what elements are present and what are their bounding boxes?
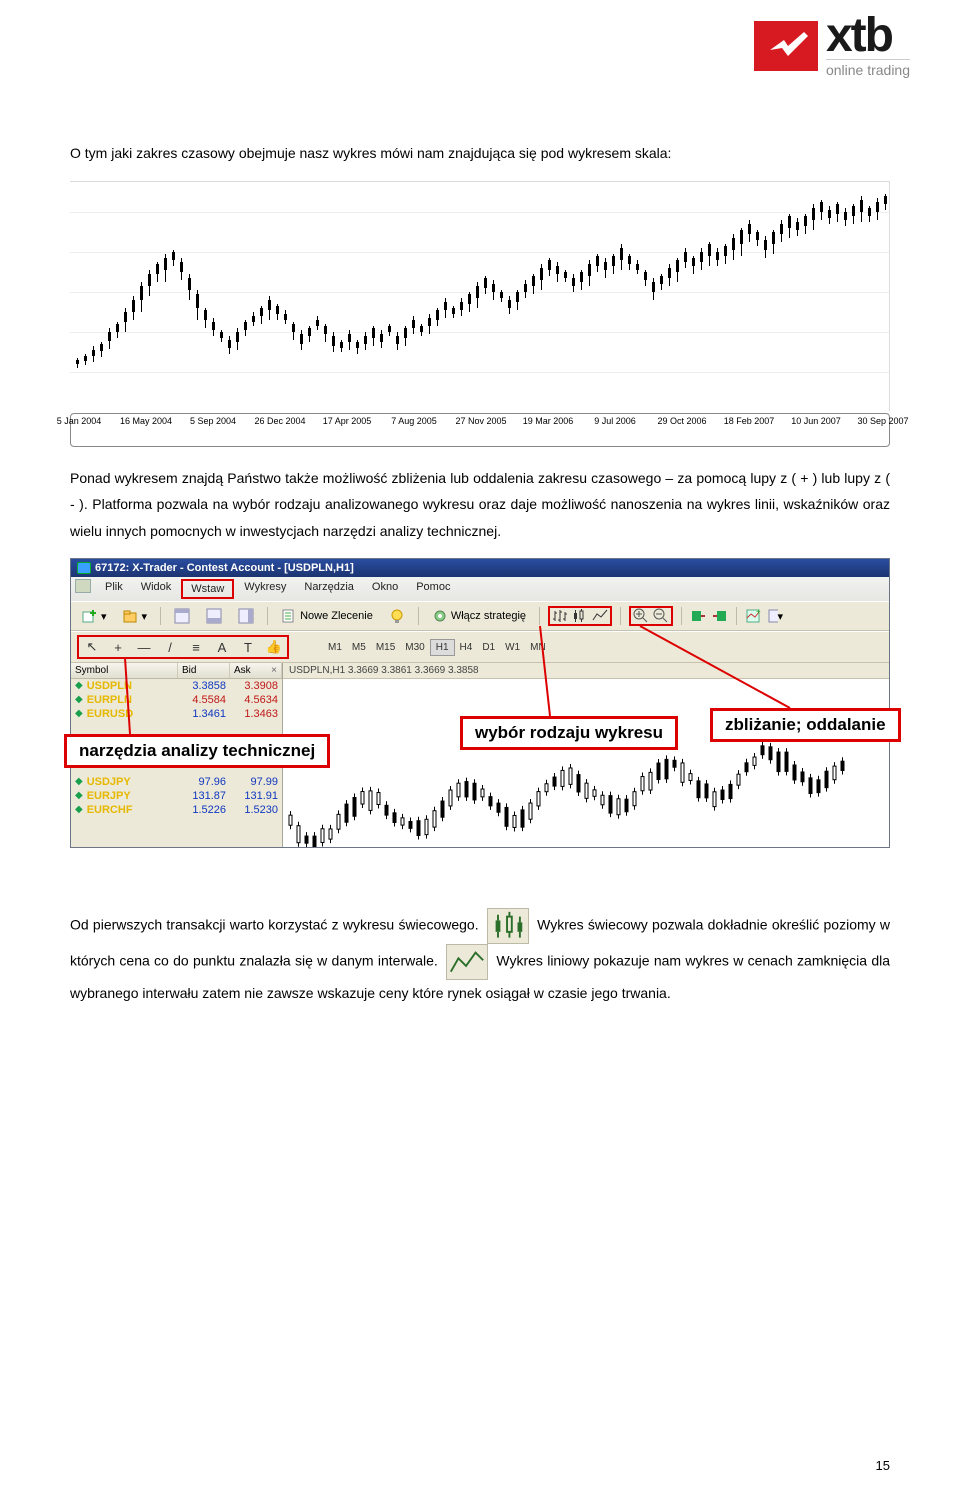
- profiles-button[interactable]: ▾: [118, 605, 153, 627]
- candlestick-icon: [487, 908, 529, 944]
- callout-chart-type: wybór rodzaju wykresu: [460, 716, 678, 750]
- watchlist-row[interactable]: ◆EURCHF1.52261.5230: [71, 803, 282, 817]
- templates-icon[interactable]: ▾: [767, 608, 783, 624]
- indicators-icon[interactable]: +: [745, 608, 761, 624]
- menu-icon: [75, 579, 91, 593]
- panel3-button[interactable]: [233, 605, 259, 627]
- timeframe-H1[interactable]: H1: [430, 639, 455, 656]
- menu-item-pomoc[interactable]: Pomoc: [408, 579, 458, 599]
- watchlist-row[interactable]: ◆EURPLN4.55844.5634: [71, 693, 282, 707]
- col-symbol: Symbol: [71, 663, 178, 678]
- watchlist-row[interactable]: ◆USDJPY97.9697.99: [71, 775, 282, 789]
- zoom-out-icon[interactable]: [653, 608, 669, 624]
- timeframe-M5[interactable]: M5: [347, 640, 371, 655]
- logo-mark: [754, 21, 818, 71]
- timeframe-bar[interactable]: M1M5M15M30H1H4D1W1MN: [323, 641, 551, 653]
- timeframe-W1[interactable]: W1: [500, 640, 525, 655]
- drawing-tool[interactable]: A: [211, 637, 233, 657]
- timeframe-M30[interactable]: M30: [400, 640, 429, 655]
- new-chart-button[interactable]: ▾: [77, 605, 112, 627]
- panel2-icon: [206, 608, 222, 624]
- folder-icon: [123, 608, 139, 624]
- panel1-button[interactable]: [169, 605, 195, 627]
- menubar[interactable]: PlikWidokWstawWykresyNarzędziaOknoPomoc: [71, 577, 889, 601]
- panel2-button[interactable]: [201, 605, 227, 627]
- drawing-tool[interactable]: +: [107, 637, 129, 657]
- new-order-label: Nowe Zlecenie: [300, 610, 373, 622]
- drawing-tool[interactable]: /: [159, 637, 181, 657]
- drawing-tool[interactable]: T: [237, 637, 259, 657]
- watchlist-row[interactable]: ◆EURJPY131.87131.91: [71, 789, 282, 803]
- menu-item-narzędzia[interactable]: Narzędzia: [296, 579, 362, 599]
- trading-app-window: 67172: X-Trader - Contest Account - [USD…: [70, 558, 890, 848]
- timeframe-D1[interactable]: D1: [477, 640, 500, 655]
- timeframe-H4[interactable]: H4: [455, 640, 478, 655]
- menu-item-okno[interactable]: Okno: [364, 579, 406, 599]
- drawing-tool[interactable]: ≡: [185, 637, 207, 657]
- candle-chart-icon[interactable]: [572, 608, 588, 624]
- menu-item-wstaw[interactable]: Wstaw: [181, 579, 234, 599]
- menu-item-wykresy[interactable]: Wykresy: [236, 579, 294, 599]
- timeframe-MN[interactable]: MN: [525, 640, 551, 655]
- drawing-tools-group[interactable]: ↖+—/≡AT👍: [77, 635, 289, 659]
- gear-icon: [432, 608, 448, 624]
- menu-item-plik[interactable]: Plik: [97, 579, 131, 599]
- drawing-tool[interactable]: 👍: [263, 637, 285, 657]
- menu-item-widok[interactable]: Widok: [133, 579, 180, 599]
- watchlist-row[interactable]: ◆USDPLN3.38583.3908: [71, 679, 282, 693]
- app-icon: [77, 562, 91, 574]
- logo-text: xtb: [826, 14, 910, 57]
- timeframe-M15[interactable]: M15: [371, 640, 400, 655]
- chart-panel: USDPLN,H1 3.3669 3.3861 3.3669 3.3858: [283, 663, 889, 847]
- line-chart-icon-inline: [446, 944, 488, 980]
- logo-subtitle: online trading: [826, 59, 910, 78]
- chart-type-group[interactable]: [548, 606, 612, 626]
- col-bid: Bid: [178, 663, 230, 678]
- window-title: 67172: X-Trader - Contest Account - [USD…: [95, 562, 354, 574]
- brand-logo: xtb online trading: [754, 14, 910, 78]
- page-number: 15: [876, 1458, 890, 1473]
- main-toolbar[interactable]: ▾ ▾ Nowe Zlecenie Włącz strategię: [71, 601, 889, 631]
- col-ask: Ask ×: [230, 663, 282, 678]
- strategy-label: Włącz strategię: [451, 610, 526, 622]
- shift-icon[interactable]: [712, 608, 728, 624]
- panel3-icon: [238, 608, 254, 624]
- window-titlebar: 67172: X-Trader - Contest Account - [USD…: [71, 559, 889, 577]
- drawing-tool[interactable]: —: [133, 637, 155, 657]
- zoom-in-icon[interactable]: [633, 608, 649, 624]
- callout-tools: narzędzia analizy technicznej: [64, 734, 330, 768]
- drawing-toolbar[interactable]: ↖+—/≡AT👍 M1M5M15M30H1H4D1W1MN: [71, 631, 889, 663]
- new-order-button[interactable]: Nowe Zlecenie: [276, 605, 378, 627]
- autoscroll-icon[interactable]: [690, 608, 706, 624]
- drawing-tool[interactable]: ↖: [81, 637, 103, 657]
- svg-text:+: +: [756, 608, 761, 616]
- line-chart-icon[interactable]: [592, 608, 608, 624]
- watchlist-row[interactable]: ◆EURUSD1.34611.3463: [71, 707, 282, 721]
- body-paragraph-1: Ponad wykresem znajdą Państwo także możl…: [70, 465, 890, 545]
- bar-chart-icon[interactable]: [552, 608, 568, 624]
- intro-paragraph: O tym jaki zakres czasowy obejmuje nasz …: [70, 140, 890, 167]
- chart-header: USDPLN,H1 3.3669 3.3861 3.3669 3.3858: [283, 663, 889, 679]
- zoom-group[interactable]: [629, 606, 673, 626]
- bulb-icon: [389, 608, 405, 624]
- callout-zoom: zbliżanie; oddalanie: [710, 708, 901, 742]
- order-icon: [281, 608, 297, 624]
- timeframe-M1[interactable]: M1: [323, 640, 347, 655]
- body-paragraph-2: Od pierwszych transakcji warto korzystać…: [70, 908, 890, 1007]
- date-axis: 5 Jan 200416 May 20045 Sep 200426 Dec 20…: [70, 413, 890, 447]
- alert-button[interactable]: [384, 605, 410, 627]
- strategy-button[interactable]: Włącz strategię: [427, 605, 531, 627]
- price-chart: 5 Jan 200416 May 20045 Sep 200426 Dec 20…: [70, 181, 890, 447]
- plus-chart-icon: [82, 608, 98, 624]
- panel-icon: [174, 608, 190, 624]
- watchlist-header: Symbol Bid Ask ×: [71, 663, 282, 679]
